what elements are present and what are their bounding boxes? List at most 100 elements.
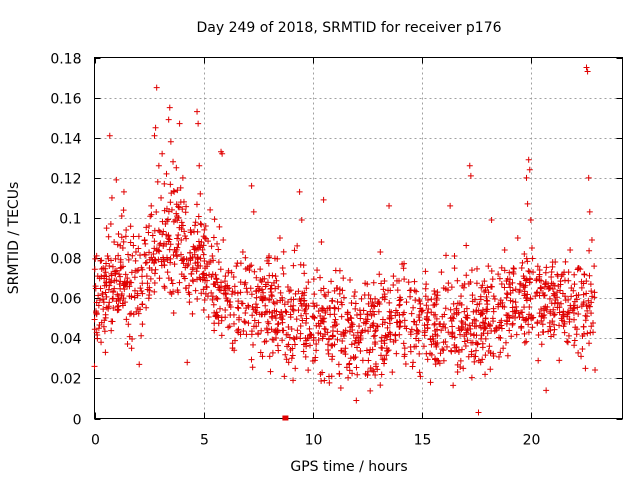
data-point xyxy=(285,359,292,366)
data-point xyxy=(122,233,129,240)
data-point xyxy=(448,348,455,355)
data-point xyxy=(211,327,218,334)
data-point xyxy=(252,307,259,314)
data-point xyxy=(509,304,516,311)
data-point xyxy=(508,333,515,340)
data-point xyxy=(107,220,114,227)
data-point xyxy=(546,295,553,302)
data-point xyxy=(91,316,98,323)
data-point xyxy=(242,254,249,261)
data-point xyxy=(357,332,364,339)
data-point xyxy=(184,262,191,269)
data-point xyxy=(128,310,135,317)
data-point xyxy=(217,305,224,312)
data-point xyxy=(198,290,205,297)
data-point xyxy=(559,290,566,297)
data-point xyxy=(370,279,377,286)
data-point xyxy=(243,331,250,338)
data-point xyxy=(297,323,304,330)
data-point xyxy=(590,320,597,327)
data-point xyxy=(225,324,232,331)
data-point xyxy=(231,283,238,290)
data-point xyxy=(390,338,397,345)
data-point xyxy=(173,164,180,171)
data-point xyxy=(445,280,452,287)
data-point xyxy=(541,307,548,314)
data-point xyxy=(424,309,431,316)
data-point xyxy=(134,304,141,311)
data-point xyxy=(431,327,438,334)
data-point xyxy=(100,323,107,330)
data-point xyxy=(151,270,158,277)
data-point xyxy=(145,295,152,302)
data-point xyxy=(249,304,256,311)
data-point xyxy=(336,267,343,274)
data-point xyxy=(173,210,180,217)
data-point xyxy=(137,285,144,292)
data-point xyxy=(477,296,484,303)
data-point xyxy=(300,348,307,355)
data-point xyxy=(498,264,505,271)
data-point xyxy=(259,353,266,360)
data-point xyxy=(212,271,219,278)
data-point xyxy=(401,345,408,352)
data-point xyxy=(264,329,271,336)
data-point xyxy=(375,308,382,315)
data-point xyxy=(579,332,586,339)
data-point xyxy=(550,331,557,338)
data-point xyxy=(370,302,377,309)
data-point xyxy=(401,351,408,358)
data-point xyxy=(582,317,589,324)
data-point xyxy=(485,263,492,270)
data-point xyxy=(315,337,322,344)
data-point xyxy=(289,306,296,313)
data-point xyxy=(315,308,322,315)
data-point xyxy=(302,353,309,360)
data-point xyxy=(293,316,300,323)
data-point xyxy=(187,249,194,256)
x-tick-label: 5 xyxy=(200,433,209,449)
data-point xyxy=(534,289,541,296)
data-point xyxy=(280,248,287,255)
data-point xyxy=(268,291,275,298)
data-point xyxy=(565,332,572,339)
data-point xyxy=(481,288,488,295)
data-point xyxy=(224,298,231,305)
data-point xyxy=(329,342,336,349)
data-point xyxy=(587,329,594,336)
data-point xyxy=(122,271,129,278)
data-point xyxy=(128,279,135,286)
data-point xyxy=(388,315,395,322)
data-point xyxy=(539,313,546,320)
data-point xyxy=(339,338,346,345)
axis-ticks: 0 0.02 0.04 0.06 0.08 0.1 0.12 0.14 0.16 0.18 0 5 10… xyxy=(50,52,623,449)
data-point xyxy=(539,290,546,297)
data-point xyxy=(524,291,531,298)
data-point xyxy=(488,327,495,334)
data-point xyxy=(539,321,546,328)
data-point xyxy=(374,322,381,329)
data-point xyxy=(226,285,233,292)
data-point xyxy=(538,317,545,324)
data-point xyxy=(139,280,146,287)
data-point xyxy=(295,307,302,314)
data-point xyxy=(545,328,552,335)
data-point xyxy=(570,302,577,309)
data-point xyxy=(197,220,204,227)
data-point xyxy=(468,267,475,274)
data-point xyxy=(566,318,573,325)
data-point xyxy=(250,208,257,215)
data-point xyxy=(506,315,513,322)
y-tick-label: 0.14 xyxy=(50,132,81,148)
data-point xyxy=(587,281,594,288)
data-point xyxy=(261,275,268,282)
data-point xyxy=(591,294,598,301)
data-point xyxy=(554,271,561,278)
data-point xyxy=(467,172,474,179)
data-point xyxy=(187,254,194,261)
data-point xyxy=(580,299,587,306)
data-point xyxy=(503,294,510,301)
data-point xyxy=(296,296,303,303)
data-point xyxy=(550,280,557,287)
data-point xyxy=(203,284,210,291)
